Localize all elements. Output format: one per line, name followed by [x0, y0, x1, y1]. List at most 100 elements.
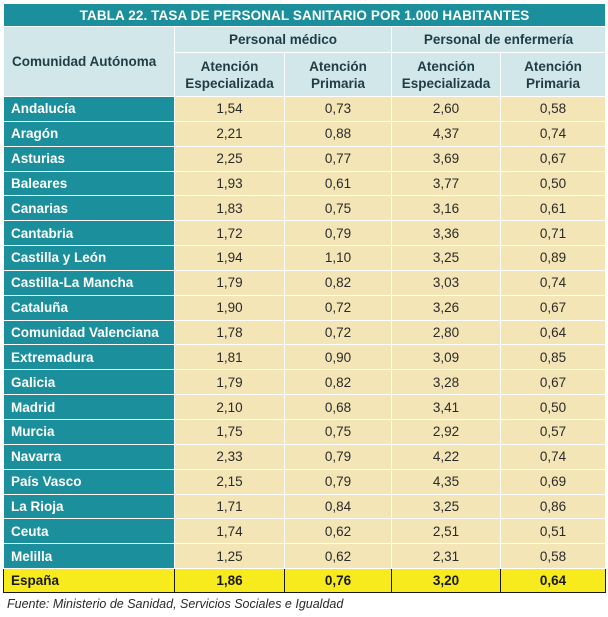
cell-value: 1,71 — [174, 493, 285, 520]
header-line: Especializada — [185, 75, 274, 91]
total-name: España — [3, 568, 175, 594]
cell-value: 0,61 — [499, 195, 607, 222]
region-name: Galicia — [3, 369, 175, 396]
cell-value: 1,83 — [174, 195, 285, 222]
cell-value: 0,67 — [499, 145, 607, 172]
cell-value: 0,71 — [499, 220, 607, 247]
cell-value: 0,90 — [284, 344, 392, 371]
title-row: TABLA 22. TASA DE PERSONAL SANITARIO POR… — [2, 3, 607, 27]
region-name: Canarias — [3, 195, 175, 222]
cell-value: 2,33 — [174, 443, 285, 470]
table-row: Murcia 1,75 0,75 2,92 0,57 — [3, 418, 607, 445]
cell-value: 4,37 — [391, 120, 501, 147]
cell-value: 2,60 — [391, 96, 501, 122]
cell-value: 1,54 — [174, 96, 285, 122]
table-row: Navarra 2,33 0,79 4,22 0,74 — [3, 443, 607, 470]
cell-value: 1,10 — [284, 245, 392, 271]
table-row: Andalucía 1,54 0,73 2,60 0,58 — [3, 96, 607, 122]
cell-value: 0,84 — [284, 493, 392, 520]
total-value: 0,64 — [499, 568, 607, 594]
table-body: Andalucía 1,54 0,73 2,60 0,58 Aragón 2,21 0,88… — [3, 96, 607, 594]
cell-value: 3,03 — [391, 269, 501, 296]
cell-value: 1,72 — [174, 220, 285, 247]
cell-value: 0,75 — [284, 418, 392, 445]
cell-value: 0,79 — [284, 443, 392, 470]
cell-value: 0,82 — [284, 269, 392, 296]
table-title: TABLA 22. TASA DE PERSONAL SANITARIO POR… — [2, 3, 607, 27]
nursing-staff-header: Personal de enfermería — [390, 26, 607, 53]
table-row: Castilla-La Mancha 1,79 0,82 3,03 0,74 — [3, 269, 607, 296]
region-name: País Vasco — [3, 468, 175, 495]
medical-primary-header: Atención Primaria — [284, 52, 392, 97]
table-row: Madrid 2,10 0,68 3,41 0,50 — [3, 394, 607, 420]
cell-value: 3,09 — [391, 344, 501, 371]
cell-value: 2,31 — [391, 543, 501, 570]
table-row: Comunidad Valenciana 1,78 0,72 2,80 0,64 — [3, 319, 607, 346]
cell-value: 1,25 — [174, 543, 285, 570]
total-row: España 1,86 0,76 3,20 0,64 — [3, 568, 607, 594]
cell-value: 0,79 — [284, 220, 392, 247]
region-name: Melilla — [3, 543, 175, 570]
region-name: Murcia — [3, 418, 175, 445]
cell-value: 4,22 — [391, 443, 501, 470]
cell-value: 3,41 — [391, 394, 501, 420]
header-line: Atención — [417, 58, 475, 74]
cell-value: 0,61 — [284, 170, 392, 197]
region-name: Ceuta — [3, 518, 175, 545]
subheader-row: Atención Especializada Atención Primaria… — [4, 52, 607, 97]
cell-value: 3,25 — [391, 245, 501, 271]
header-line: Atención — [524, 58, 582, 74]
medical-staff-header: Personal médico — [174, 26, 392, 53]
header-line: Atención — [200, 58, 259, 74]
total-value: 3,20 — [391, 568, 501, 594]
cell-value: 2,10 — [174, 394, 285, 420]
cell-value: 3,77 — [391, 170, 501, 197]
region-name: Castilla y León — [3, 245, 175, 271]
cell-value: 2,92 — [391, 418, 501, 445]
cell-value: 0,50 — [499, 394, 607, 420]
table-row: Melilla 1,25 0,62 2,31 0,58 — [3, 543, 607, 570]
cell-value: 0,72 — [284, 294, 392, 321]
cell-value: 0,85 — [499, 344, 607, 371]
cell-value: 0,58 — [499, 96, 607, 122]
nursing-primary-header: Atención Primaria — [499, 52, 607, 97]
region-name: Baleares — [3, 170, 175, 197]
table-row: Extremadura 1,81 0,90 3,09 0,85 — [3, 344, 607, 371]
total-value: 0,76 — [284, 568, 392, 594]
region-name: Cataluña — [3, 294, 175, 321]
cell-value: 0,69 — [499, 468, 607, 495]
cell-value: 0,50 — [499, 170, 607, 197]
table-row: Aragón 2,21 0,88 4,37 0,74 — [3, 120, 607, 147]
cell-value: 1,75 — [174, 418, 285, 445]
cell-value: 0,72 — [284, 319, 392, 346]
cell-value: 0,74 — [499, 443, 607, 470]
table-row: País Vasco 2,15 0,79 4,35 0,69 — [3, 468, 607, 495]
table-row: Cantabria 1,72 0,79 3,36 0,71 — [3, 220, 607, 247]
cell-value: 0,68 — [284, 394, 392, 420]
region-name: La Rioja — [3, 493, 175, 520]
cell-value: 4,35 — [391, 468, 501, 495]
medical-specialized-header: Atención Especializada — [174, 52, 285, 97]
cell-value: 0,51 — [499, 518, 607, 545]
cell-value: 0,62 — [284, 518, 392, 545]
region-name: Cantabria — [3, 220, 175, 247]
cell-value: 3,26 — [391, 294, 501, 321]
cell-value: 0,75 — [284, 195, 392, 222]
table-row: Cataluña 1,90 0,72 3,26 0,67 — [3, 294, 607, 321]
cell-value: 1,74 — [174, 518, 285, 545]
cell-value: 3,36 — [391, 220, 501, 247]
header-line: Primaria — [526, 75, 581, 91]
cell-value: 0,67 — [499, 369, 607, 396]
table-row: Asturias 2,25 0,77 3,69 0,67 — [3, 145, 607, 172]
health-staff-table: TABLA 22. TASA DE PERSONAL SANITARIO POR… — [2, 3, 607, 594]
region-name: Extremadura — [3, 344, 175, 371]
region-name: Aragón — [3, 120, 175, 147]
cell-value: 2,15 — [174, 468, 285, 495]
cell-value: 1,79 — [174, 269, 285, 296]
cell-value: 0,88 — [284, 120, 392, 147]
cell-value: 2,21 — [174, 120, 285, 147]
cell-value: 2,80 — [391, 319, 501, 346]
nursing-specialized-header: Atención Especializada — [391, 52, 501, 97]
header-line: Primaria — [310, 75, 366, 91]
cell-value: 0,58 — [499, 543, 607, 570]
